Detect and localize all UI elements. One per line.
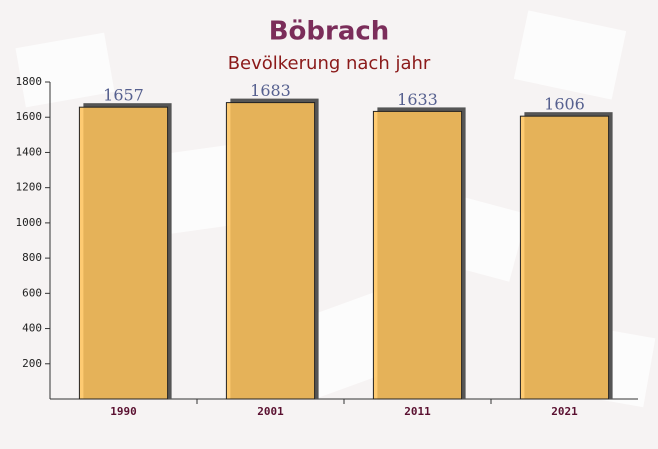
y-tick-label: 1000 [16,216,43,229]
bar [372,110,463,400]
value-label: 1683 [250,81,291,100]
x-tick-label: 2021 [551,405,578,418]
y-tick-label: 800 [22,251,42,264]
value-label: 1657 [103,86,144,105]
x-tick-label: 1990 [110,405,137,418]
y-tick-label: 1200 [16,181,43,194]
bar [225,102,316,400]
value-label: 1606 [544,95,585,114]
value-label: 1633 [397,90,438,109]
bar [519,115,610,400]
y-tick-label: 400 [22,322,42,335]
x-tick-label: 2001 [257,405,284,418]
y-tick-label: 1800 [16,75,43,88]
y-tick-label: 200 [22,357,42,370]
x-tick-label: 2011 [404,405,431,418]
y-tick-label: 1400 [16,145,43,158]
chart-title: Böbrach [269,17,390,47]
chart-subtitle: Bevölkerung nach jahr [228,53,431,74]
y-tick-label: 600 [22,286,42,299]
bar [78,106,169,400]
y-tick-label: 1600 [16,110,43,123]
